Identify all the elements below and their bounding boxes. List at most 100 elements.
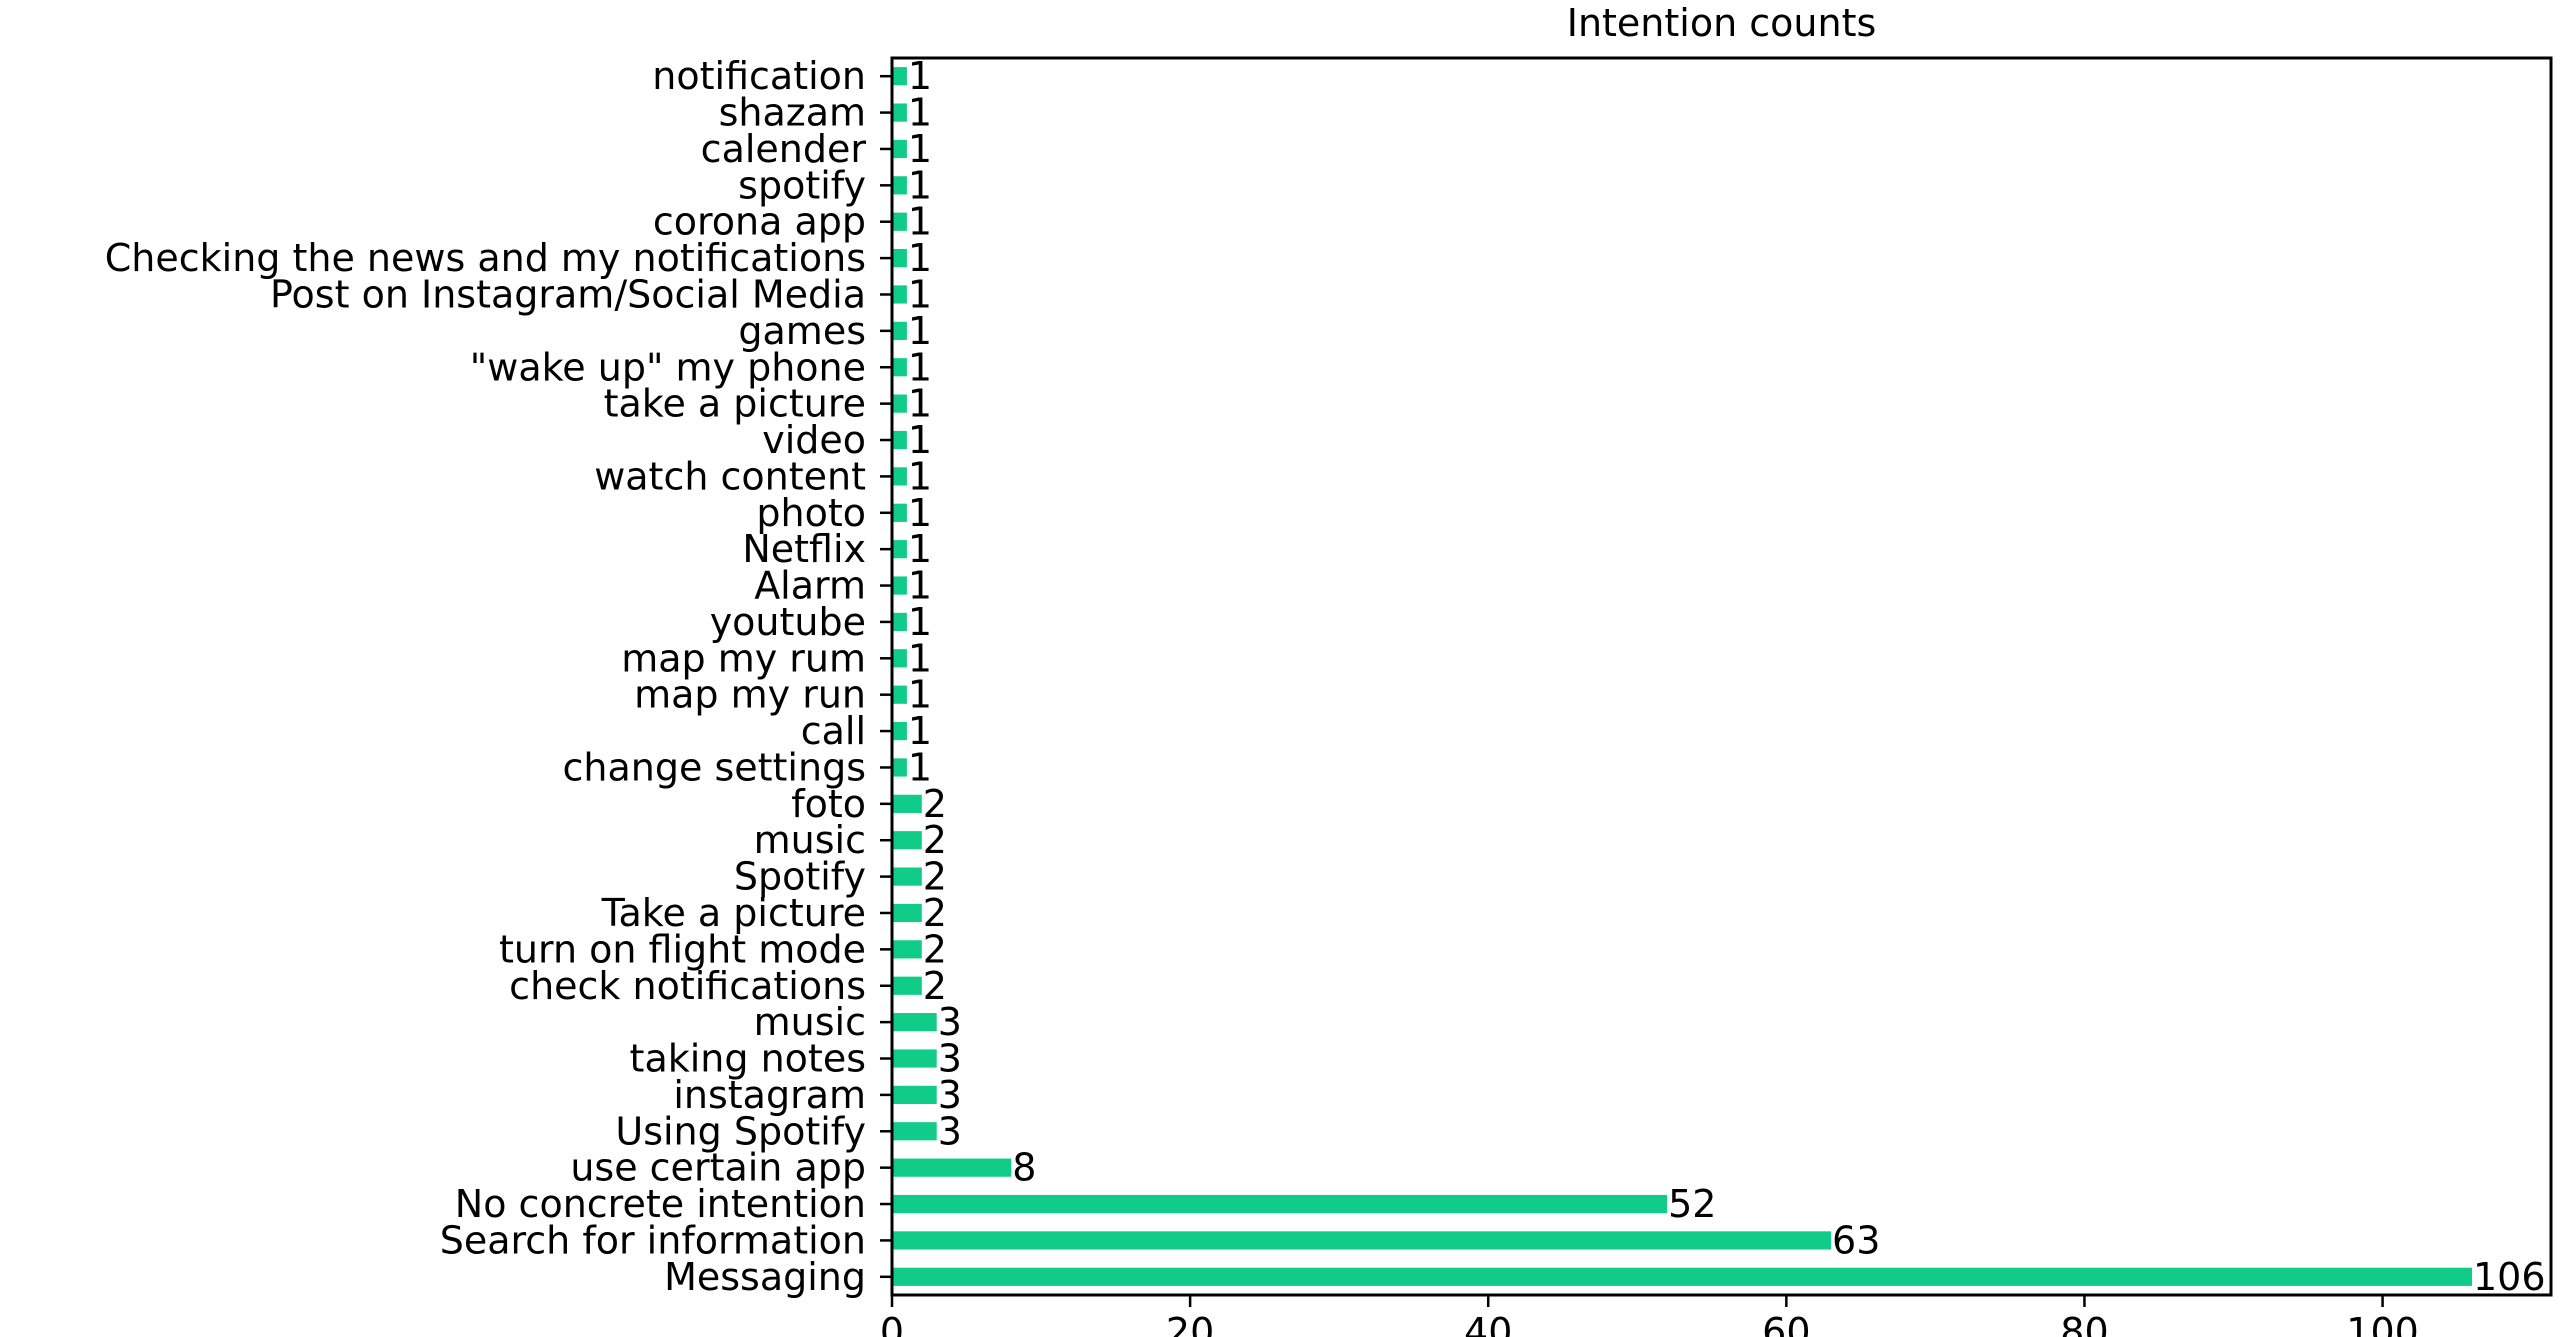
bar (892, 1013, 937, 1032)
value-label: 1 (908, 345, 932, 389)
bar (892, 503, 907, 522)
value-label: 3 (938, 1000, 962, 1044)
value-label: 52 (1668, 1182, 1716, 1226)
value-label: 1 (908, 54, 932, 98)
bar (892, 576, 907, 595)
x-tick-label: 100 (2346, 1310, 2419, 1337)
value-label: 1 (908, 600, 932, 644)
category-label: Alarm (754, 564, 866, 608)
category-label: taking notes (630, 1037, 866, 1081)
value-label: 2 (923, 855, 947, 899)
value-label: 1 (908, 745, 932, 789)
x-tick-label: 60 (1762, 1310, 1810, 1337)
plot-frame (890, 56, 2553, 1297)
bar (892, 612, 907, 632)
category-label: take a picture (604, 382, 866, 426)
category-label: Checking the news and my notifications (105, 236, 866, 280)
x-tick-label: 20 (1166, 1310, 1214, 1337)
category-label: foto (791, 782, 866, 826)
bar (892, 976, 922, 995)
bar (892, 212, 907, 231)
value-label: 1 (908, 564, 932, 608)
category-label: map my run (634, 673, 866, 717)
bar (892, 649, 907, 668)
value-label: 1 (908, 636, 932, 680)
value-label: 63 (1832, 1218, 1880, 1262)
value-label: 3 (938, 1073, 962, 1117)
value-label: 1 (908, 709, 932, 753)
x-tick-label: 80 (2060, 1310, 2108, 1337)
x-tick-label: 0 (880, 1310, 904, 1337)
x-tick-label: 40 (1464, 1310, 1512, 1337)
category-label: No concrete intention (455, 1182, 866, 1226)
value-label: 1 (908, 163, 932, 207)
category-label: calender (701, 127, 867, 171)
category-label: video (762, 418, 866, 462)
bar (892, 249, 907, 268)
value-label: 1 (908, 382, 932, 426)
bar (892, 1085, 937, 1104)
bar (892, 540, 907, 559)
bar (892, 430, 907, 450)
bar (892, 321, 907, 340)
category-label: Netflix (742, 527, 866, 571)
bar (892, 139, 907, 159)
bars-group (892, 67, 2472, 1286)
value-label: 8 (1012, 1146, 1036, 1190)
category-label: Take a picture (601, 891, 866, 935)
bar (892, 467, 907, 486)
value-label: 2 (923, 818, 947, 862)
category-label: music (754, 818, 866, 862)
bar (892, 1122, 937, 1141)
value-label: 106 (2473, 1255, 2546, 1299)
category-label: corona app (653, 200, 866, 244)
value-label: 2 (923, 891, 947, 935)
category-label: use certain app (570, 1146, 866, 1190)
bar (892, 1049, 937, 1068)
value-label: 2 (923, 927, 947, 971)
value-label: 2 (923, 782, 947, 826)
value-label: 1 (908, 272, 932, 316)
value-label: 3 (938, 1037, 962, 1081)
category-label: turn on flight mode (499, 927, 866, 971)
value-label: 3 (938, 1109, 962, 1153)
value-label: 1 (908, 673, 932, 717)
bar (892, 721, 907, 741)
value-label: 2 (923, 964, 947, 1008)
category-label: youtube (710, 600, 866, 644)
bar (892, 1158, 1012, 1177)
bar (892, 1267, 2472, 1286)
category-label: watch content (594, 454, 866, 498)
value-label: 1 (908, 127, 932, 171)
bar (892, 1194, 1668, 1214)
category-label: Post on Instagram/Social Media (270, 272, 866, 316)
value-label: 1 (908, 309, 932, 353)
value-label: 1 (908, 527, 932, 571)
bar (892, 67, 907, 86)
category-label: notification (652, 54, 866, 98)
category-label: games (738, 309, 866, 353)
bar (892, 903, 922, 923)
value-label: 1 (908, 200, 932, 244)
bar (892, 358, 907, 377)
bar (892, 103, 907, 122)
category-label: Spotify (734, 855, 866, 899)
category-label: map my rum (621, 636, 866, 680)
value-label: 1 (908, 454, 932, 498)
category-label: photo (756, 491, 866, 535)
bar (892, 867, 922, 886)
category-label: call (801, 709, 866, 753)
bar (892, 794, 922, 813)
category-label: change settings (563, 745, 866, 789)
bar (892, 1231, 1832, 1250)
bar (892, 758, 907, 777)
value-label: 1 (908, 91, 932, 135)
bar (892, 394, 907, 413)
category-label: shazam (719, 91, 866, 135)
category-label: music (754, 1000, 866, 1044)
value-label: 1 (908, 236, 932, 280)
